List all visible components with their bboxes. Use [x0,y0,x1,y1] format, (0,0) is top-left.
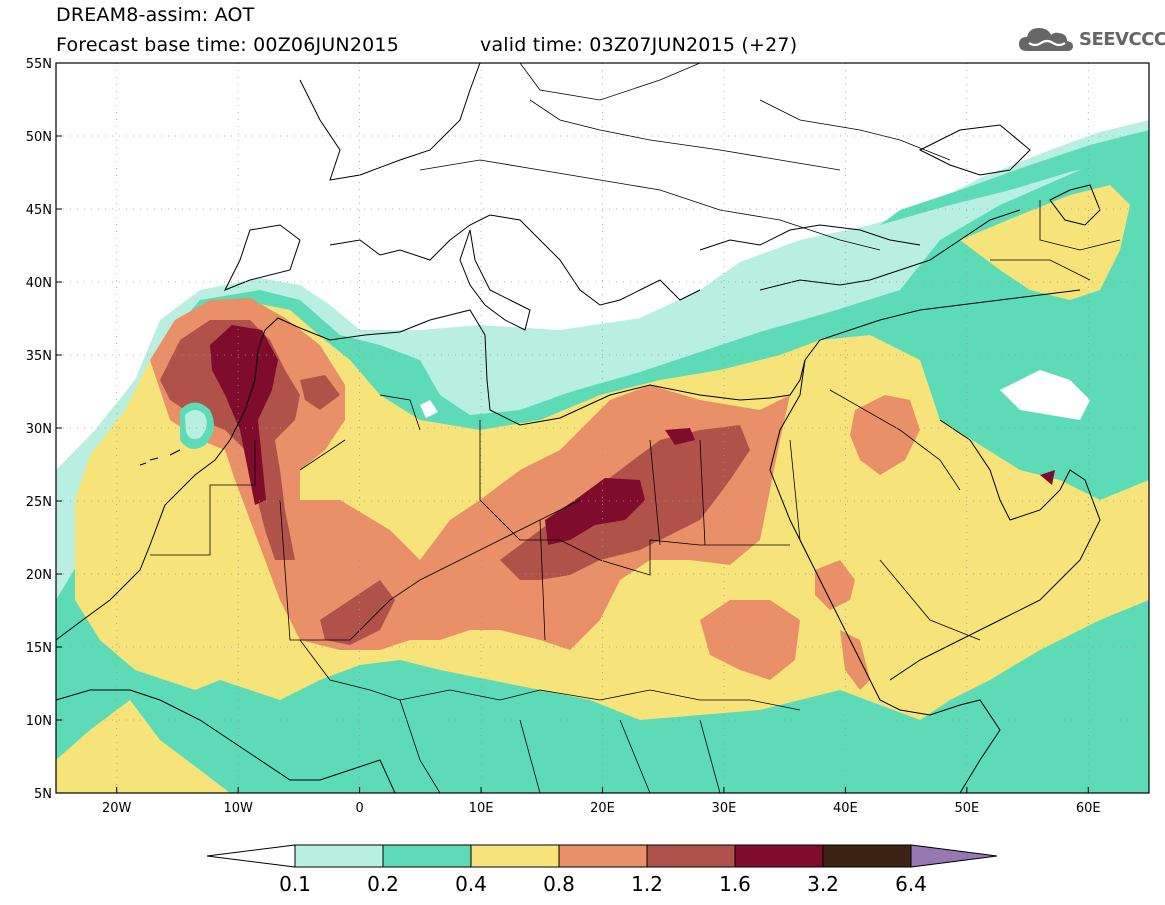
coastlines [56,63,1101,793]
colorbar-label: 0.8 [543,872,575,896]
lat-tick-label: 40N [26,276,52,291]
lat-tick-label: 20N [26,568,52,583]
aot-band-1.6-3.2 [210,325,1055,545]
colorbar-swatch [734,844,824,868]
lat-tick-label: 30N [26,422,52,437]
lon-tick-label: 30E [712,801,737,816]
logo-text: SEEVCCC [1079,28,1165,50]
chart-title: DREAM8-assim: AOT [56,4,255,26]
lat-tick-label: 35N [26,349,52,364]
vortex-swirl [180,402,214,449]
longitude-axis: 20W 10W 0 10E 20E 30E 40E 50E 60E [102,787,1101,816]
gridlines [56,63,1149,793]
aot-field [56,63,1149,793]
colorbar-label: 6.4 [895,872,927,896]
valid-time: valid time: 03Z07JUN2015 (+27) [480,34,798,56]
colorbar: 0.1 0.2 0.4 0.8 1.2 1.6 3.2 6.4 [206,844,998,896]
colorbar-upper-arrow [910,844,998,868]
lon-tick-label: 0 [355,801,363,816]
colorbar-label: 0.1 [279,872,311,896]
lon-tick-label: 20W [102,801,132,816]
lon-tick-label: 50E [954,801,979,816]
colorbar-label: 0.2 [367,872,399,896]
lon-tick-label: 10E [469,801,494,816]
lat-tick-label: 10N [26,714,52,729]
lon-tick-label: 40E [833,801,858,816]
colorbar-swatch [382,844,472,868]
colorbar-label: 1.2 [631,872,663,896]
lon-tick-label: 60E [1076,801,1101,816]
colorbar-swatch [294,844,384,868]
colorbar-swatch [558,844,648,868]
latitude-axis: 55N 50N 45N 40N 35N 30N 25N 20N 15N 10N 5N [26,57,62,802]
colorbar-label: 0.4 [455,872,487,896]
colorbar-swatch [470,844,560,868]
lat-tick-label: 15N [26,641,52,656]
colorbar-lower-arrow [206,844,296,868]
base-time: Forecast base time: 00Z06JUN2015 [56,34,399,56]
lat-tick-label: 25N [26,495,52,510]
lat-tick-label: 50N [26,130,52,145]
lat-tick-label: 45N [26,203,52,218]
seevccc-logo: SEEVCCC [1017,22,1165,56]
colorbar-swatch [822,844,912,868]
lon-tick-label: 20E [590,801,615,816]
clear-patches [420,370,1090,420]
lat-tick-label: 55N [26,57,52,72]
colorbar-swatch [646,844,736,868]
colorbar-label: 3.2 [807,872,839,896]
forecast-times: Forecast base time: 00Z06JUN2015 valid ti… [56,34,797,56]
lat-tick-label: 5N [34,787,52,802]
colorbar-label: 1.6 [719,872,751,896]
lon-tick-label: 10W [223,801,253,816]
cloud-icon [1019,28,1073,51]
country-borders [150,63,1121,793]
